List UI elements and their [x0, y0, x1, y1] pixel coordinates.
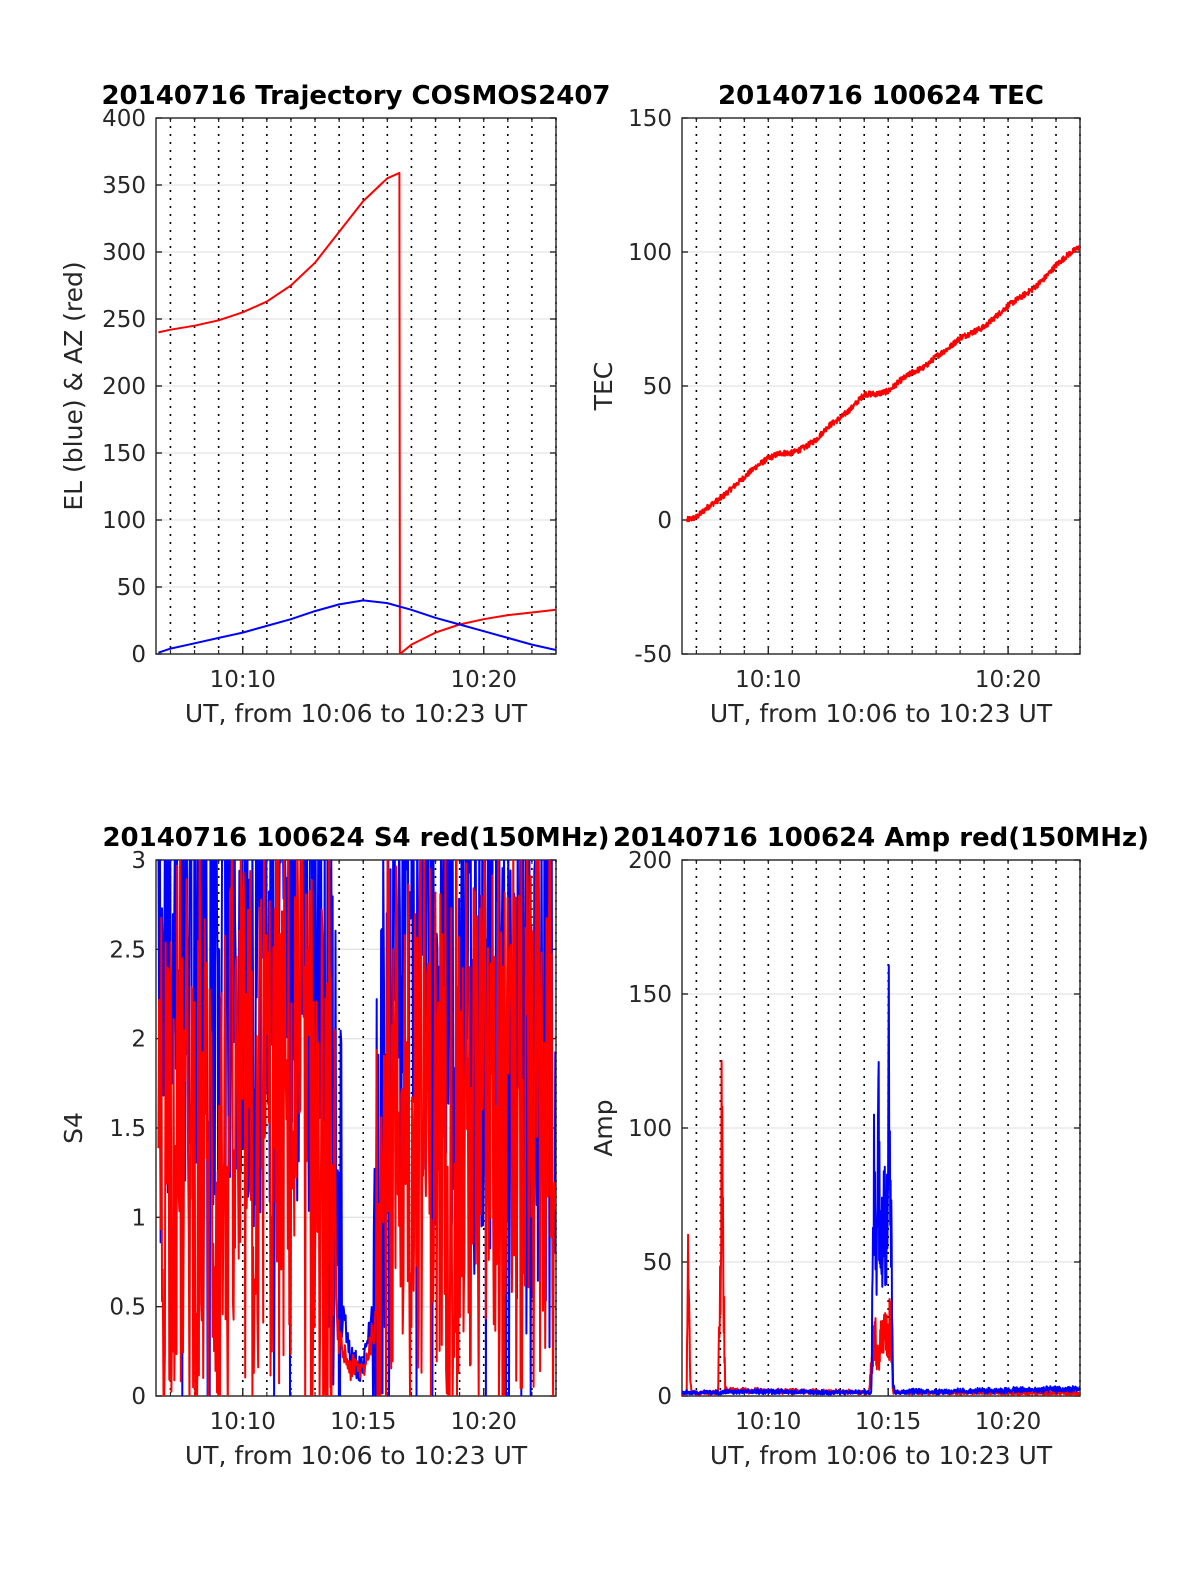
y-tick-label: 100 [628, 240, 672, 266]
x-tick-label: 10:15 [330, 1409, 396, 1435]
y-tick-label: 0 [657, 508, 672, 534]
x-tick-label: 10:10 [210, 1409, 276, 1435]
series-line-2 [682, 964, 1080, 1396]
chart-4: 0 50 100 150 200 10:10 10:15 10:20 20140716 1006… [589, 823, 1149, 1470]
y-tick-label: 2 [131, 1027, 146, 1053]
chart-title: 20140716 100624 S4 red(150MHz) [102, 823, 609, 853]
y-tick-label: 50 [117, 575, 146, 601]
y-tick-label: 50 [643, 1250, 672, 1276]
y-axis-label: TEC [589, 362, 618, 412]
y-tick-label: 50 [643, 374, 672, 400]
y-tick-label: 2.5 [109, 937, 146, 963]
y-tick-label: 400 [102, 106, 146, 132]
x-tick-label: 10:20 [975, 667, 1041, 693]
x-axis-label: UT, from 10:06 to 10:23 UT [185, 1441, 528, 1470]
chart-title: 20140716 Trajectory COSMOS2407 [101, 81, 610, 111]
y-tick-label: 300 [102, 240, 146, 266]
y-tick-label: 150 [628, 106, 672, 132]
y-tick-label: 3 [131, 848, 146, 874]
y-axis-label: EL (blue) & AZ (red) [59, 261, 88, 510]
y-tick-label: 250 [102, 307, 146, 333]
x-axis-label: UT, from 10:06 to 10:23 UT [710, 699, 1053, 728]
y-tick-label: 350 [102, 173, 146, 199]
y-tick-label: 200 [628, 848, 672, 874]
y-tick-label: 0 [131, 642, 146, 668]
x-tick-label: 10:10 [210, 667, 276, 693]
series-line-1 [685, 244, 1080, 523]
y-tick-label: -50 [634, 642, 672, 668]
y-axis-label: S4 [59, 1112, 88, 1144]
chart-title: 20140716 100624 Amp red(150MHz) [613, 823, 1149, 853]
plot-area [685, 244, 1080, 523]
series-line-2 [157, 860, 556, 1396]
y-tick-label: 200 [102, 374, 146, 400]
y-tick-label: 150 [102, 441, 146, 467]
chart-1: 0 50 100 150 200 250 300 350 400 10:10 10:20 201407… [59, 81, 611, 728]
plot-area [157, 860, 556, 1396]
y-tick-label: 1.5 [109, 1116, 146, 1142]
y-tick-label: 1 [131, 1205, 146, 1231]
x-tick-label: 10:10 [735, 667, 801, 693]
chart-3: 0 0.5 1 1.5 2 2.5 3 10:10 10:15 10:20 20140716 100… [59, 823, 610, 1470]
x-axis-label: UT, from 10:06 to 10:23 UT [710, 1441, 1053, 1470]
x-axis-label: UT, from 10:06 to 10:23 UT [185, 699, 528, 728]
chart-2: -50 0 50 100 150 10:10 10:20 20140716 100624 TE… [589, 81, 1081, 728]
x-tick-label: 10:20 [451, 667, 517, 693]
chart-title: 20140716 100624 TEC [718, 81, 1044, 111]
y-axis-label: Amp [589, 1099, 618, 1156]
y-tick-label: 0.5 [109, 1295, 146, 1321]
series-line-1 [158, 171, 556, 654]
y-tick-label: 100 [102, 508, 146, 534]
x-tick-label: 10:15 [855, 1409, 921, 1435]
y-tick-label: 0 [131, 1384, 146, 1410]
plot-area [158, 171, 556, 654]
series-line-2 [158, 599, 556, 654]
x-tick-label: 10:20 [975, 1409, 1041, 1435]
y-tick-label: 100 [628, 1116, 672, 1142]
plot-area [682, 964, 1080, 1396]
y-tick-label: 0 [657, 1384, 672, 1410]
y-tick-label: 150 [628, 982, 672, 1008]
x-tick-label: 10:20 [451, 1409, 517, 1435]
x-tick-label: 10:10 [735, 1409, 801, 1435]
